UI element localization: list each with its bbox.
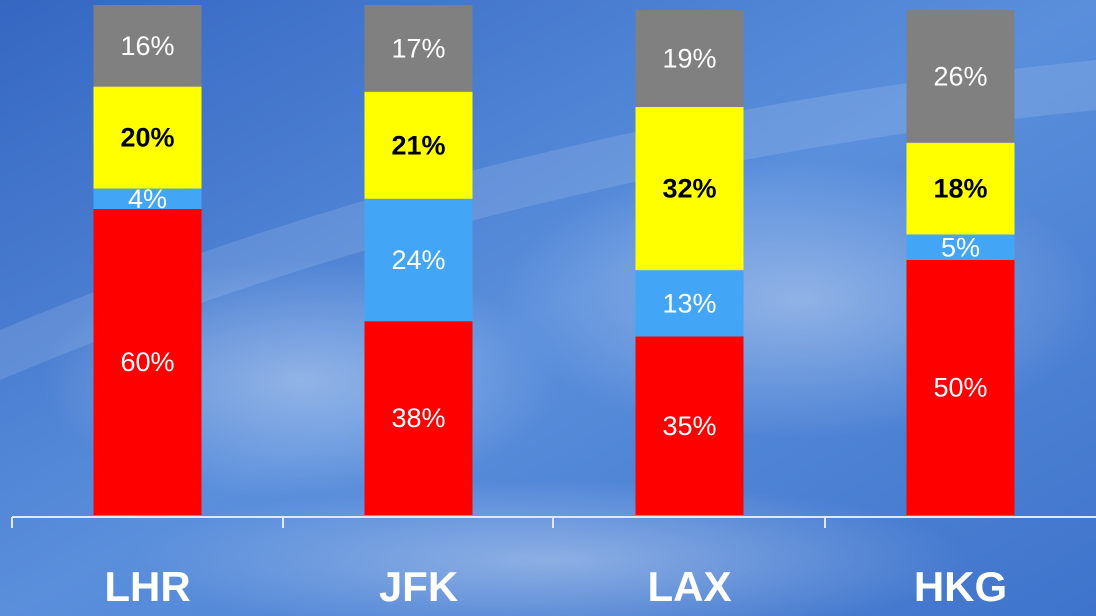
bar-segment xyxy=(635,10,744,108)
bar-segment xyxy=(635,336,744,515)
x-tick-label: LAX xyxy=(648,563,732,610)
bar-segment xyxy=(93,188,202,209)
bar-segment xyxy=(364,321,473,515)
swoosh xyxy=(0,60,1096,380)
x-tick-label: JFK xyxy=(379,563,458,610)
bar-segment xyxy=(93,86,202,189)
value-label: 32% xyxy=(662,174,716,204)
x-tick-label: HKG xyxy=(914,563,1007,610)
bar-segment xyxy=(906,10,1015,143)
x-tick-label: LHR xyxy=(104,563,190,610)
value-label: 18% xyxy=(933,174,987,204)
value-label: 5% xyxy=(941,232,980,262)
value-label: 17% xyxy=(391,33,445,63)
bar-segment xyxy=(906,234,1015,260)
x-axis xyxy=(11,516,1096,528)
bar-segment xyxy=(364,5,473,92)
value-label: 50% xyxy=(933,373,987,403)
value-label: 60% xyxy=(120,347,174,377)
cloud xyxy=(130,480,970,616)
value-label: 20% xyxy=(120,123,174,153)
value-label: 19% xyxy=(662,44,716,74)
bar-segment xyxy=(635,107,744,271)
bar-segment xyxy=(635,270,744,337)
value-label: 26% xyxy=(933,62,987,92)
value-label: 16% xyxy=(120,31,174,61)
value-label: 35% xyxy=(662,411,716,441)
bar-segment xyxy=(364,91,473,199)
value-label: 13% xyxy=(662,288,716,318)
bar-segment xyxy=(364,198,473,322)
value-label: 4% xyxy=(128,184,167,214)
bar-segment xyxy=(906,142,1015,235)
bar-segment xyxy=(93,209,202,515)
bar-segment xyxy=(93,5,202,87)
value-label: 38% xyxy=(391,403,445,433)
bar-segment xyxy=(906,260,1015,515)
value-label: 21% xyxy=(391,130,445,160)
value-label: 24% xyxy=(391,245,445,275)
